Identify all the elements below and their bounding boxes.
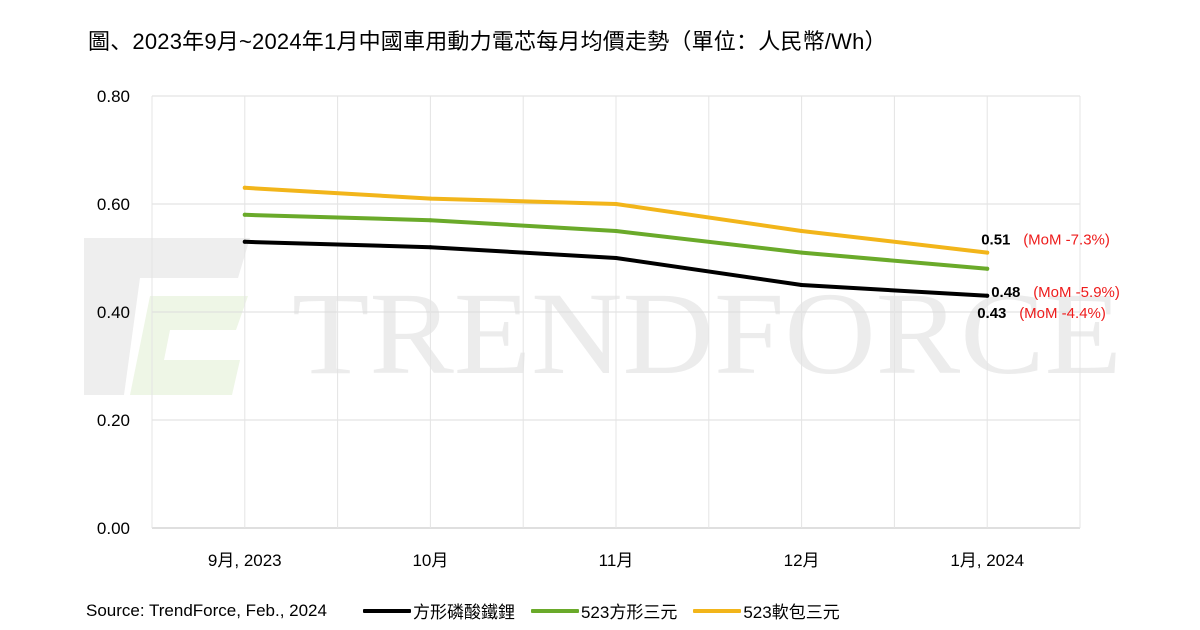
legend-swatch-523-prismatic [530, 608, 579, 613]
data-point [985, 250, 990, 255]
y-tick-label: 0.20 [97, 411, 130, 430]
data-point [428, 218, 433, 223]
legend-swatch-lfp [362, 608, 411, 613]
data-point [614, 256, 618, 260]
x-axis-ticks: 9月, 2023 10月 11月 12月 1月, 2024 [208, 551, 1024, 570]
data-point [428, 245, 433, 250]
x-tick-label: 9月, 2023 [208, 551, 282, 570]
x-tick-label: 11月 [599, 551, 634, 570]
footer: Source: TrendForce, Feb., 2024 方形磷酸鐵鋰 52… [86, 598, 856, 623]
legend-label-lfp: 方形磷酸鐵鋰 [412, 603, 515, 622]
mom-label: (MoM -5.9%) [1033, 284, 1120, 301]
mom-label: (MoM -4.4%) [1019, 305, 1106, 322]
grid [151, 95, 1081, 529]
source-note: Source: TrendForce, Feb., 2024 [86, 600, 327, 620]
watermark-logo-icon [84, 238, 250, 395]
data-point [242, 239, 247, 244]
end-value-label: 0.48 [991, 284, 1020, 301]
data-point [614, 229, 618, 233]
end-value-label: 0.43 [977, 305, 1006, 322]
x-tick-label: 10月 [412, 551, 448, 570]
legend-item-523-pouch: 523軟包三元 [693, 598, 840, 623]
data-point [985, 266, 990, 271]
y-tick-label: 0.40 [97, 303, 130, 322]
data-point [428, 196, 433, 201]
data-point [985, 293, 990, 298]
x-tick-label: 12月 [784, 551, 820, 570]
legend-swatch-523-pouch [693, 608, 742, 613]
data-point [799, 250, 804, 255]
watermark-logo-icon-accent [130, 296, 248, 395]
chart-title: 圖、2023年9月~2024年1月中國車用動力電芯每月均價走勢（單位：人民幣/W… [88, 29, 887, 54]
x-tick-label: 1月, 2024 [950, 551, 1024, 570]
y-tick-label: 0.00 [97, 519, 130, 538]
y-tick-label: 0.80 [97, 87, 130, 106]
data-point [799, 229, 804, 233]
data-point [799, 283, 804, 287]
mom-label: (MoM -7.3%) [1023, 232, 1110, 249]
data-point [242, 185, 247, 190]
watermark: TRENDFORCE [84, 238, 1122, 399]
end-labels: 0.43 (MoM -4.4%) 0.48 (MoM -5.9%) 0.51 (MoM -… [977, 232, 1120, 322]
legend-item-523-prismatic: 523方形三元 [530, 598, 678, 623]
legend-label-523-prismatic: 523方形三元 [580, 603, 678, 622]
legend-label-523-pouch: 523軟包三元 [743, 603, 840, 622]
y-axis-ticks: 0.00 0.20 0.40 0.60 0.80 [97, 87, 130, 538]
data-point [614, 202, 618, 206]
end-value-label: 0.51 [981, 232, 1010, 249]
y-tick-label: 0.60 [97, 195, 130, 214]
series-group [242, 185, 990, 298]
legend-item-lfp: 方形磷酸鐵鋰 [362, 598, 515, 623]
data-point [242, 212, 247, 217]
